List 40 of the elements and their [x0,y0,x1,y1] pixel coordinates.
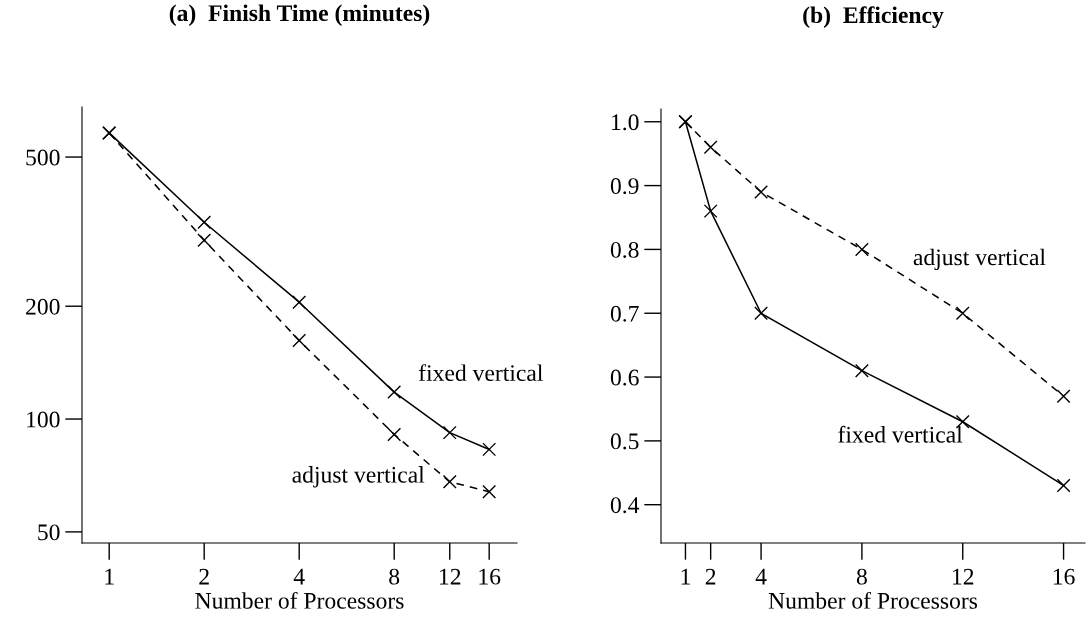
point [854,242,869,257]
chart-title: (a) Finish Time (minutes) [169,4,430,26]
series-label: adjust vertical [913,248,1046,271]
x-tick-label: 16 [1053,568,1075,585]
x-tick-label: 12 [953,568,974,585]
point [754,306,769,321]
x-tick-label: 16 [479,568,501,585]
x-tick-label: 8 [389,568,400,585]
x-tick-label: 4 [293,568,305,585]
series-label: fixed vertical [418,364,543,382]
x-tick-label: 2 [705,568,716,585]
y-tick-label: 0.8 [610,241,639,258]
x-tick-label: 8 [856,568,867,585]
y-tick-label: 0.9 [610,178,639,195]
x-axis-title: Number of Processors [768,591,978,609]
y-tick-label: 1.0 [612,114,639,131]
x-tick-label: 4 [755,568,767,585]
x-tick-label: 1 [105,568,114,585]
y-tick-label: 0.5 [610,433,639,450]
x-tick-label: 12 [440,568,461,585]
x-axis-title: Number of Processors [195,591,404,609]
point [955,306,970,321]
point [703,140,718,155]
y-tick-label: 50 [38,524,60,541]
y-tick-label: 200 [26,298,60,315]
x-tick-label: 1 [681,568,690,585]
chart-title: (b) Efficiency [803,6,944,28]
y-tick-label: 500 [26,149,60,166]
point [703,204,718,219]
point [1056,389,1071,404]
y-tick-label: 0.4 [610,497,640,514]
series-label: adjust vertical [292,466,425,488]
point [854,363,869,378]
point [1056,478,1071,493]
x-tick-label: 2 [199,568,209,585]
point [754,185,769,199]
y-tick-label: 100 [27,411,60,428]
y-tick-label: 0.6 [610,369,639,386]
y-tick-label: 0.7 [610,305,639,322]
series-label: fixed vertical [838,425,963,443]
